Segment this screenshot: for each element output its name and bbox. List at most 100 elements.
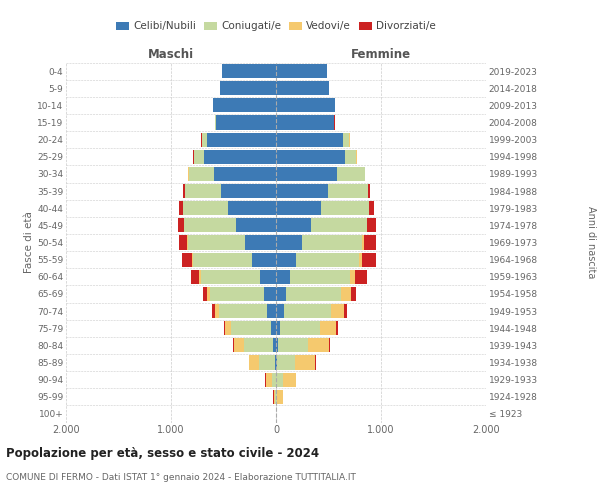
Bar <box>284 304 331 318</box>
Bar <box>244 338 273 352</box>
Bar <box>295 356 315 370</box>
Bar <box>220 81 276 95</box>
Bar <box>234 338 244 352</box>
Bar <box>364 236 376 250</box>
Bar <box>201 270 260 284</box>
Bar <box>179 201 183 215</box>
Bar <box>276 201 321 215</box>
Bar <box>184 218 236 232</box>
Bar <box>308 338 329 352</box>
Bar <box>266 304 276 318</box>
Bar <box>215 304 219 318</box>
Bar <box>290 270 350 284</box>
Bar <box>359 252 362 266</box>
Bar <box>369 201 374 215</box>
Bar <box>204 150 276 164</box>
Bar <box>350 270 355 284</box>
Bar <box>276 252 296 266</box>
Bar <box>328 184 368 198</box>
Bar <box>212 304 215 318</box>
Bar <box>341 287 350 301</box>
Bar <box>311 218 367 232</box>
Bar <box>272 372 275 386</box>
Bar <box>329 338 330 352</box>
Bar <box>207 287 210 301</box>
Bar <box>344 304 347 318</box>
Bar <box>179 236 187 250</box>
Bar <box>276 184 328 198</box>
Y-axis label: Fasce di età: Fasce di età <box>24 212 34 274</box>
Text: Maschi: Maschi <box>148 48 194 61</box>
Bar <box>185 184 221 198</box>
Bar <box>367 218 376 232</box>
Bar <box>276 218 311 232</box>
Bar <box>203 287 207 301</box>
Bar <box>276 287 286 301</box>
Bar <box>245 236 276 250</box>
Bar <box>283 372 296 386</box>
Bar <box>276 338 278 352</box>
Bar <box>368 184 370 198</box>
Bar <box>221 184 276 198</box>
Bar <box>249 356 259 370</box>
Bar <box>223 64 276 78</box>
Bar <box>320 321 336 335</box>
Bar <box>336 321 338 335</box>
Bar <box>191 270 199 284</box>
Bar <box>215 116 276 130</box>
Bar <box>192 252 193 266</box>
Bar <box>276 270 290 284</box>
Bar <box>265 372 272 386</box>
Bar <box>331 304 344 318</box>
Bar <box>276 132 343 146</box>
Bar <box>315 356 316 370</box>
Bar <box>276 390 277 404</box>
Bar <box>276 356 277 370</box>
Bar <box>183 201 228 215</box>
Legend: Celibi/Nubili, Coniugati/e, Vedovi/e, Divorziati/e: Celibi/Nubili, Coniugati/e, Vedovi/e, Di… <box>112 18 440 36</box>
Bar <box>276 321 280 335</box>
Bar <box>362 236 364 250</box>
Bar <box>194 150 204 164</box>
Bar <box>345 150 356 164</box>
Bar <box>321 201 369 215</box>
Bar <box>264 287 276 301</box>
Bar <box>276 64 327 78</box>
Bar <box>213 98 276 112</box>
Bar <box>225 321 231 335</box>
Bar <box>277 356 295 370</box>
Bar <box>274 390 275 404</box>
Bar <box>286 287 341 301</box>
Bar <box>207 132 276 146</box>
Bar <box>233 338 234 352</box>
Bar <box>228 201 276 215</box>
Bar <box>231 321 271 335</box>
Bar <box>259 356 275 370</box>
Bar <box>275 356 276 370</box>
Bar <box>276 116 334 130</box>
Text: Popolazione per età, sesso e stato civile - 2024: Popolazione per età, sesso e stato civil… <box>6 448 319 460</box>
Bar <box>337 167 365 181</box>
Bar <box>193 252 252 266</box>
Bar <box>273 338 276 352</box>
Text: Anni di nascita: Anni di nascita <box>586 206 596 279</box>
Bar <box>296 252 359 266</box>
Bar <box>278 338 308 352</box>
Bar <box>219 304 266 318</box>
Bar <box>277 372 283 386</box>
Bar <box>343 132 349 146</box>
Bar <box>224 321 225 335</box>
Bar <box>276 304 284 318</box>
Text: Femmine: Femmine <box>351 48 411 61</box>
Bar <box>302 236 362 250</box>
Bar <box>276 167 337 181</box>
Bar <box>214 167 276 181</box>
Bar <box>276 81 329 95</box>
Bar <box>355 270 367 284</box>
Bar <box>236 218 276 232</box>
Bar <box>202 132 207 146</box>
Bar <box>199 270 201 284</box>
Bar <box>188 236 245 250</box>
Bar <box>182 184 185 198</box>
Bar <box>277 390 283 404</box>
